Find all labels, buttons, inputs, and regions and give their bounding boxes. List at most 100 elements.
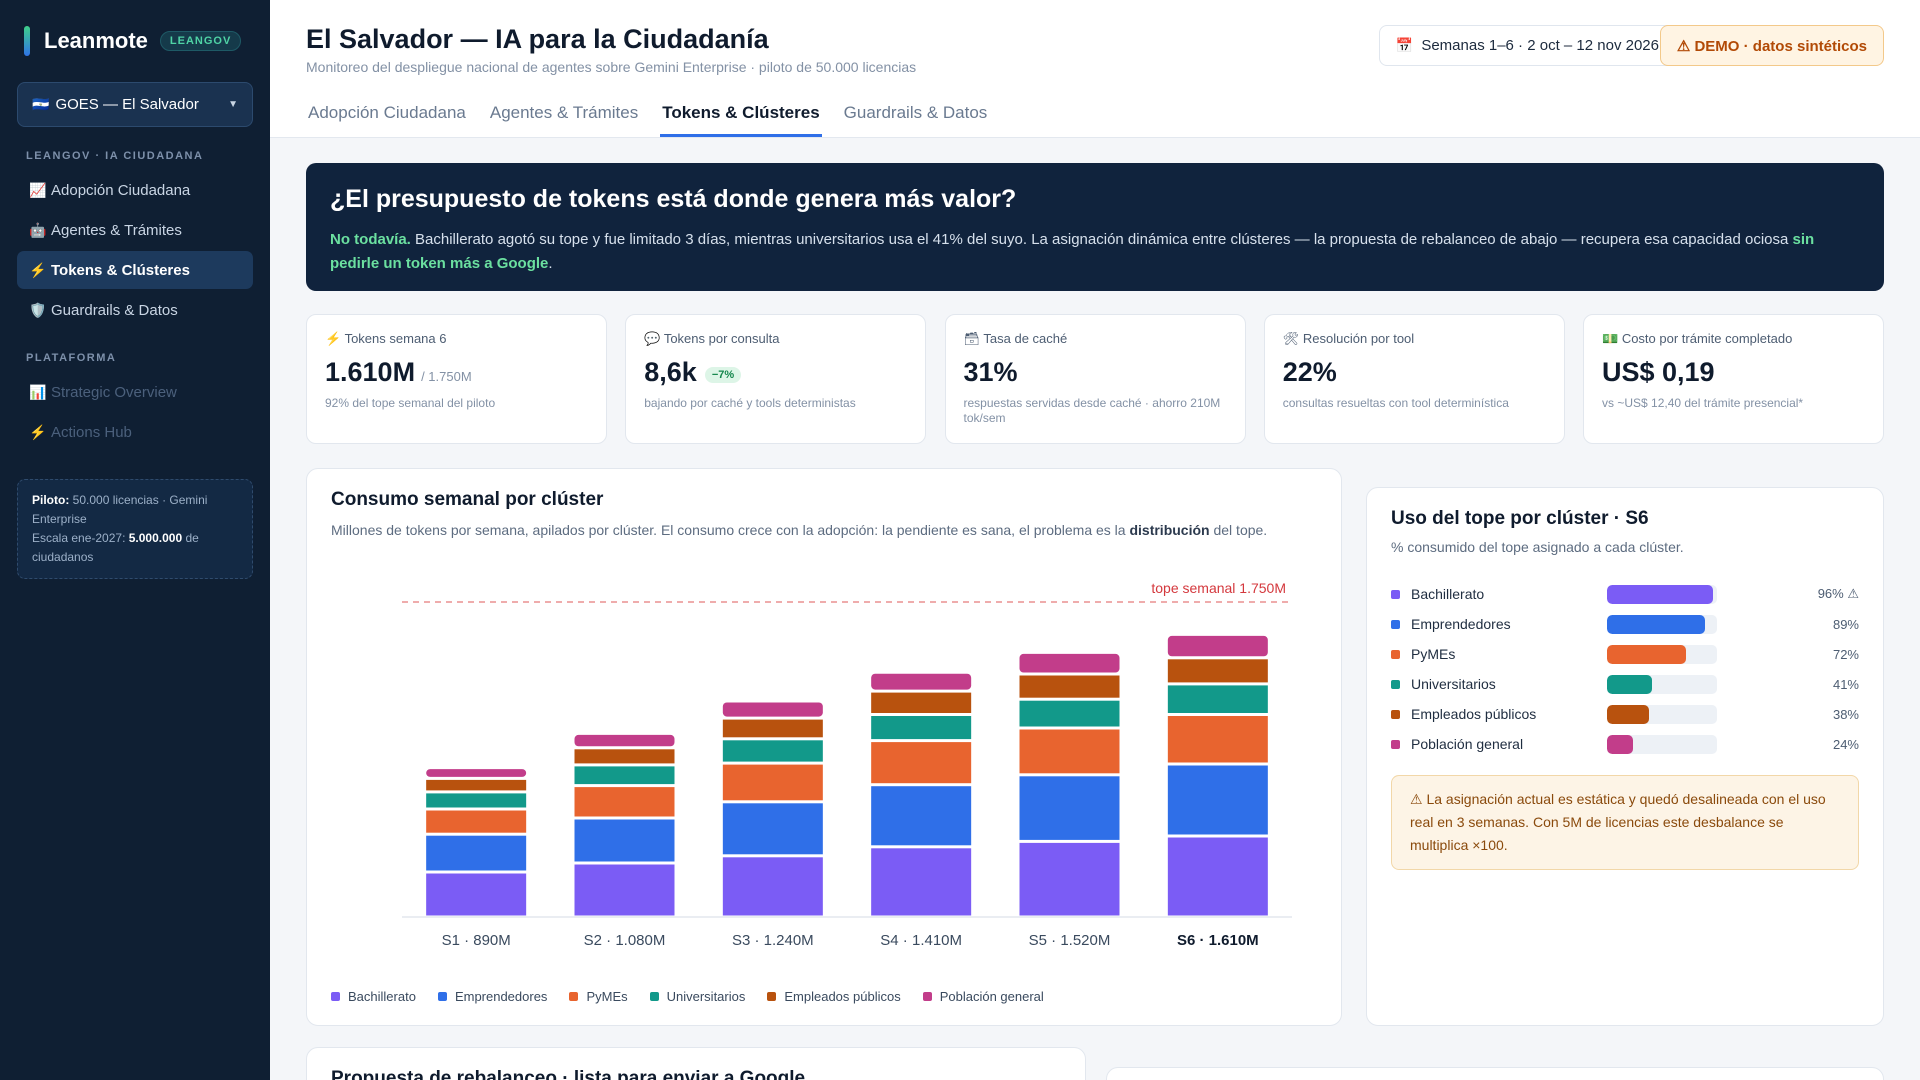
date-range-label: Semanas 1–6 · 2 oct – 12 nov 2026	[1421, 37, 1659, 54]
usage-bar	[1607, 584, 1717, 604]
legend-label: Bachillerato	[348, 989, 416, 1004]
bar-segment	[574, 766, 675, 785]
tab-adopcion[interactable]: Adopción Ciudadana	[308, 103, 466, 122]
kpi-label: 🗃 Tasa de caché	[963, 331, 1068, 346]
org-label: GOES — El Salvador	[55, 96, 199, 113]
usage-percent: 72%	[1832, 646, 1859, 662]
bar-segment	[574, 787, 675, 817]
pilot-info-box: Piloto: 50.000 licencias · Gemini Enterp…	[17, 479, 253, 579]
category-label: S5 · 1.520M	[1029, 932, 1111, 949]
sidebar-item-label: Actions Hub	[51, 423, 132, 441]
bar-segment	[871, 786, 972, 846]
kpi-value: US$ 0,19	[1602, 357, 1715, 387]
bar-segment	[426, 810, 527, 833]
usage-swatch	[1391, 739, 1400, 749]
scale-text: Escala ene-2027:	[32, 531, 126, 545]
bar-segment	[722, 719, 823, 738]
calendar-icon: 📅	[1395, 37, 1414, 53]
usage-name: Población general	[1411, 736, 1524, 752]
chart-card-consumo: Consumo semanal por clúster Millones de …	[306, 468, 1342, 1026]
kpi-value: 22%	[1282, 357, 1337, 387]
bar-segment	[1019, 842, 1120, 916]
usage-list: Bachillerato 96% ⚠ Emprendedores 89% PyMEs 72…	[1391, 579, 1859, 759]
bar-segment	[722, 764, 823, 801]
usage-name: PyMEs	[1411, 646, 1456, 662]
lightning-icon: ⚡	[325, 331, 342, 346]
brand-name: Leanmote	[44, 28, 148, 53]
bar-segment	[871, 742, 972, 784]
legend-item: Emprendedores	[437, 989, 548, 1004]
bar-segment	[574, 749, 675, 764]
trend-pill: −7%	[704, 367, 742, 383]
pilot-text: 50.000 licencias · Gemini Enterprise	[32, 493, 208, 526]
chart-legend: Bachillerato Emprendedores PyMEs Universita…	[331, 989, 1066, 1004]
bar-segment	[871, 673, 972, 690]
sidebar-item-adopcion[interactable]: 📈 Adopción Ciudadana	[17, 171, 253, 209]
chart-description: Millones de tokens por semana, apilados …	[331, 522, 1268, 538]
bar-chart-icon: 📊	[29, 383, 47, 400]
legend-swatch	[922, 992, 932, 1001]
legend-label: Emprendedores	[454, 989, 548, 1004]
bar-segment	[722, 857, 823, 916]
tab-agentes[interactable]: Agentes & Trámites	[489, 103, 639, 122]
usage-bar	[1607, 674, 1717, 694]
usage-percent: 38%	[1832, 706, 1859, 722]
legend-item: Bachillerato	[331, 989, 416, 1004]
usage-bar-fill	[1607, 644, 1687, 664]
sidebar-item-actions-hub[interactable]: ⚡ Actions Hub	[17, 413, 253, 451]
tools-icon: 🛠	[1282, 331, 1300, 346]
nav-section-ia-ciudadana: LEANGOV · IA CIUDADANA	[26, 150, 204, 162]
rebalance-card: Propuesta de rebalanceo · lista para env…	[306, 1047, 1086, 1080]
usage-row: Empleados públicos 38%	[1391, 699, 1859, 729]
usage-row: Universitarios 41%	[1391, 669, 1859, 699]
legend-item: Empleados públicos	[767, 989, 901, 1004]
chart-up-icon: 📈	[29, 181, 47, 198]
tab-guardrails[interactable]: Guardrails & Datos	[843, 103, 988, 122]
usage-alert: ⚠ La asignación actual es estática y que…	[1391, 775, 1859, 870]
sidebar-item-agentes[interactable]: 🤖 Agentes & Trámites	[17, 211, 253, 249]
tab-tokens[interactable]: Tokens & Clústeres	[660, 103, 822, 137]
org-selector[interactable]: 🇸🇻 GOES — El Salvador ▼	[17, 82, 253, 127]
usage-swatch	[1391, 679, 1400, 689]
category-label: S1 · 890M	[442, 932, 511, 949]
bar-segment	[1019, 653, 1120, 673]
kpi-value: 8,6k −7%	[644, 357, 907, 388]
rebalance-title: Propuesta de rebalanceo · lista para env…	[331, 1068, 806, 1080]
bar-segment	[1167, 685, 1268, 713]
usage-name: Empleados públicos	[1411, 706, 1537, 722]
usage-row: PyMEs 72%	[1391, 639, 1859, 669]
legend-item: Población general	[922, 989, 1044, 1004]
sidebar-item-tokens[interactable]: ⚡ Tokens & Clústeres	[17, 251, 253, 289]
kpi-row: ⚡ Tokens semana 6 1.610M/ 1.750M 92% del…	[306, 314, 1884, 444]
pilot-label: Piloto:	[32, 493, 70, 507]
usage-bar	[1607, 644, 1717, 664]
kpi-card-tokens-consulta: 💬 Tokens por consulta 8,6k −7% bajando po…	[625, 314, 927, 444]
bar-segment	[1167, 659, 1268, 683]
hero-banner: ¿El presupuesto de tokens está donde gen…	[306, 163, 1884, 291]
sidebar-item-strategic-overview[interactable]: 📊 Strategic Overview	[17, 373, 253, 411]
usage-percent: 24%	[1832, 736, 1859, 752]
kpi-card-tool: 🛠 Resolución por tool 22% consultas resu…	[1263, 314, 1565, 444]
card-box-icon: 🗃	[963, 331, 981, 346]
demo-badge: ⚠ DEMO · datos sintéticos	[1659, 25, 1884, 66]
bar-segment	[1167, 716, 1268, 763]
bar-segment	[722, 803, 823, 855]
sidebar-item-guardrails[interactable]: 🛡️ Guardrails & Datos	[17, 291, 253, 329]
usage-percent: 41%	[1832, 676, 1859, 692]
legend-label: Población general	[939, 989, 1044, 1004]
hero-text: No todavía. Bachillerato agotó su tope y…	[330, 228, 1860, 276]
kpi-card-costo: 💵 Costo por trámite completado US$ 0,19 …	[1583, 314, 1884, 444]
usage-percent: 96% ⚠	[1817, 586, 1859, 601]
tab-bar: Adopción Ciudadana Agentes & Trámites To…	[306, 103, 1009, 137]
legend-swatch	[649, 992, 659, 1001]
date-range-picker[interactable]: 📅 Semanas 1–6 · 2 oct – 12 nov 2026	[1378, 25, 1676, 66]
stacked-bar-chart: tope semanal 1.750M S1 · 890M S2 · 1.080M S…	[402, 580, 1292, 949]
legend-swatch	[569, 992, 579, 1001]
lightning-icon: ⚡	[29, 261, 47, 278]
usage-swatch	[1391, 649, 1400, 659]
usage-bar-fill	[1607, 734, 1634, 754]
bar-segment	[1167, 635, 1268, 657]
bar-segment	[574, 819, 675, 862]
bar-segment	[426, 769, 527, 777]
usage-bar	[1607, 734, 1717, 754]
